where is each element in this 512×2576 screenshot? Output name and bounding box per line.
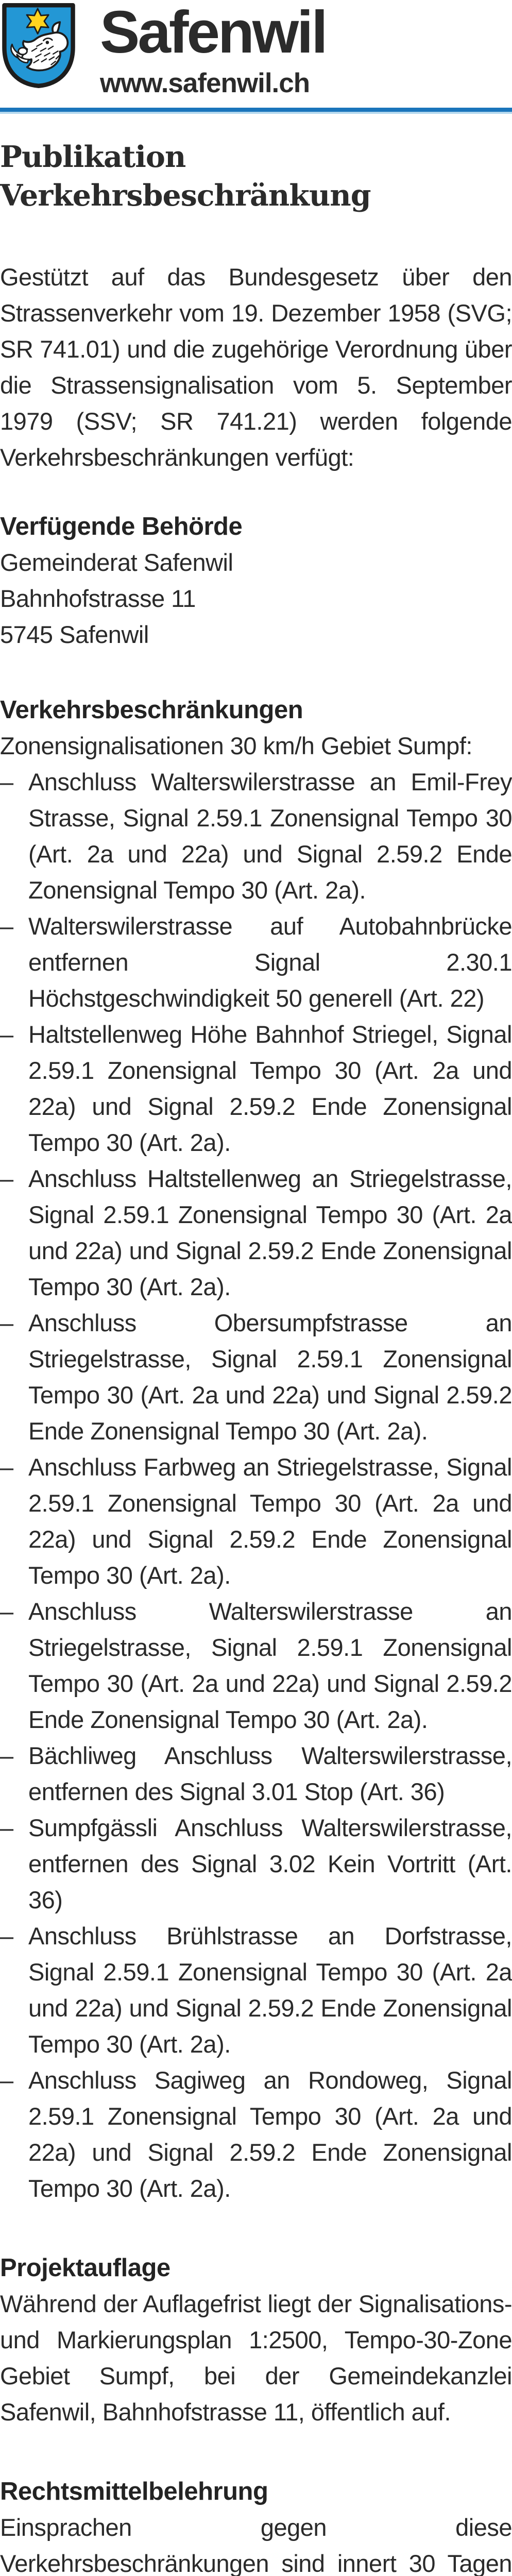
appeal-paragraph: Einsprachen gegen diese Verkehrsbeschrän… — [0, 2513, 512, 2576]
restriction-item: – Walterswilerstrasse auf Autobahnbrücke… — [0, 908, 512, 1016]
authority-heading: Verfügende Behörde — [0, 512, 243, 540]
restriction-item-text: Anschluss Obersumpfstrasse an Striegelst… — [28, 1309, 512, 1445]
restrictions-intro: Zonensignalisationen 30 km/h Gebiet Sump… — [0, 732, 472, 759]
restriction-item: – Sumpfgässli Anschluss Walterswilerstra… — [0, 1810, 512, 1918]
dash-marker: – — [0, 1922, 14, 1950]
page-title-line2: Verkehrsbeschränkung — [0, 178, 371, 213]
restriction-item: – Anschluss Walterswilerstrasse an Emil-… — [0, 764, 512, 908]
restriction-item-text: Walterswilerstrasse auf Autobahnbrücke e… — [28, 912, 512, 1012]
restriction-item: – Haltstellenweg Höhe Bahnhof Striegel, … — [0, 1016, 512, 1161]
restriction-item: – Bächliweg Anschluss Walterswilerstrass… — [0, 1738, 512, 1810]
dash-marker: – — [0, 2066, 14, 2094]
restriction-item-text: Anschluss Haltstellenweg an Striegelstra… — [28, 1164, 512, 1300]
dash-marker: – — [0, 1164, 14, 1192]
dash-marker: – — [0, 912, 14, 940]
header-divider — [0, 107, 512, 114]
appeal-heading: Rechtsmittelbelehrung — [0, 2477, 268, 2505]
restriction-item-text: Anschluss Walterswilerstrasse an Striege… — [28, 1597, 512, 1733]
restriction-item-text: Sumpfgässli Anschluss Walterswilerstrass… — [28, 1814, 512, 1913]
restriction-item: – Anschluss Obersumpfstrasse an Striegel… — [0, 1305, 512, 1449]
restriction-item: – Anschluss Farbweg an Striegelstrasse, … — [0, 1449, 512, 1594]
project-heading: Projektauflage — [0, 2253, 170, 2282]
intro-paragraph: Gestützt auf das Bundesgesetz über den S… — [0, 263, 512, 471]
dash-marker: – — [0, 1309, 14, 1336]
authority-address: Gemeinderat Safenwil Bahnhofstrasse 11 5… — [0, 545, 512, 653]
brand-block: Safenwil www.safenwil.ch — [100, 0, 328, 99]
authority-address-line: Bahnhofstrasse 11 — [0, 584, 196, 612]
site-title: Safenwil — [100, 0, 328, 65]
restriction-item-text: Anschluss Brühlstrasse an Dorfstrasse, S… — [28, 1922, 512, 2058]
page-title: Publikation Verkehrsbeschränkung — [0, 138, 512, 215]
restriction-item: – Anschluss Haltstellenweg an Striegelst… — [0, 1161, 512, 1305]
restriction-item-text: Haltstellenweg Höhe Bahnhof Striegel, Si… — [28, 1020, 512, 1156]
dash-marker: – — [0, 1597, 14, 1625]
dash-marker: – — [0, 1020, 14, 1048]
site-url: www.safenwil.ch — [100, 67, 310, 98]
boar-head-icon — [10, 21, 69, 72]
header-divider-light — [0, 111, 512, 114]
dash-marker: – — [0, 768, 14, 795]
authority-address-line: Gemeinderat Safenwil — [0, 548, 233, 576]
dash-marker: – — [0, 1814, 14, 1841]
authority-address-line: 5745 Safenwil — [0, 620, 149, 648]
restriction-item-text: Anschluss Sagiweg an Rondoweg, Signal 2.… — [28, 2066, 512, 2202]
dash-marker: – — [0, 1741, 14, 1769]
restriction-item-text: Anschluss Walterswilerstrasse an Emil-Fr… — [28, 768, 512, 904]
six-pointed-star-icon — [26, 8, 49, 35]
restriction-item: – Anschluss Sagiweg an Rondoweg, Signal … — [0, 2062, 512, 2207]
project-paragraph: Während der Auflagefrist liegt der Signa… — [0, 2290, 512, 2426]
restriction-item: – Anschluss Brühlstrasse an Dorfstrasse,… — [0, 1918, 512, 2062]
restriction-item: – Anschluss Walterswilerstrasse an Strie… — [0, 1594, 512, 1738]
restriction-item-text: Anschluss Farbweg an Striegelstrasse, Si… — [28, 1453, 512, 1589]
site-header: Safenwil www.safenwil.ch — [0, 0, 512, 99]
header-divider-main — [0, 107, 512, 112]
dash-marker: – — [0, 1453, 14, 1481]
safenwil-coat-of-arms-icon — [2, 3, 75, 88]
page-title-line1: Publikation — [0, 139, 186, 174]
restrictions-heading: Verkehrsbeschränkungen — [0, 696, 303, 724]
restriction-list: – Anschluss Walterswilerstrasse an Emil-… — [0, 764, 512, 2207]
restriction-item-text: Bächliweg Anschluss Walterswilerstrasse,… — [28, 1741, 512, 1805]
